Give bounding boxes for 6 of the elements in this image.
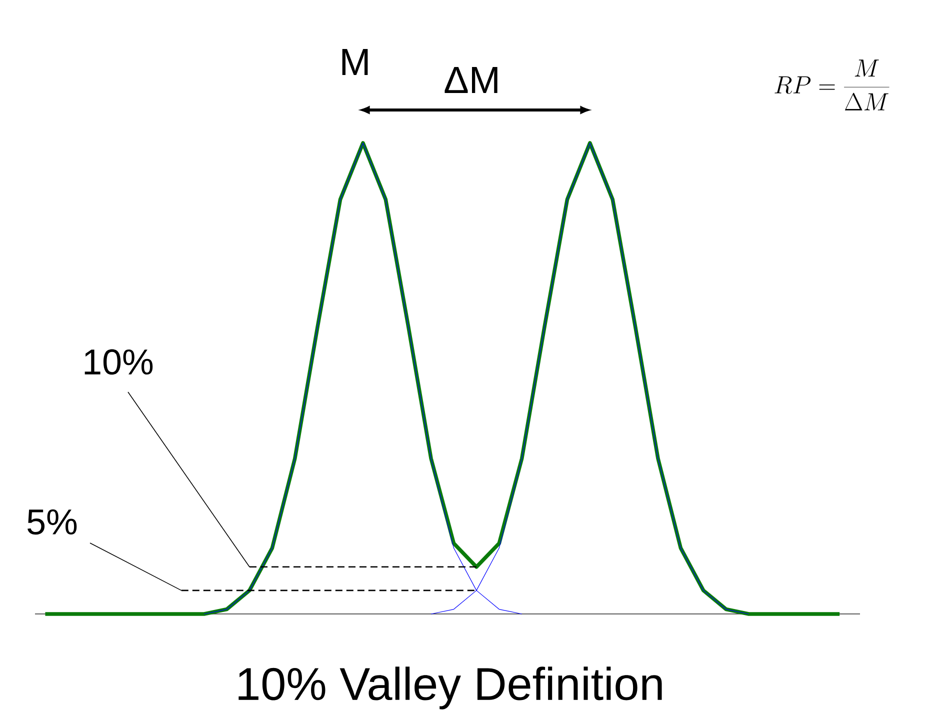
- ref-line-label: 10%: [84, 349, 153, 375]
- text: ΔM: [444, 66, 498, 94]
- text: M: [342, 48, 368, 76]
- ref-line-label: 5%: [28, 509, 77, 535]
- text: $RP=\frac{M}{\Delta M}$: [774, 60, 890, 110]
- text: 10% Valley Definition: [238, 666, 662, 710]
